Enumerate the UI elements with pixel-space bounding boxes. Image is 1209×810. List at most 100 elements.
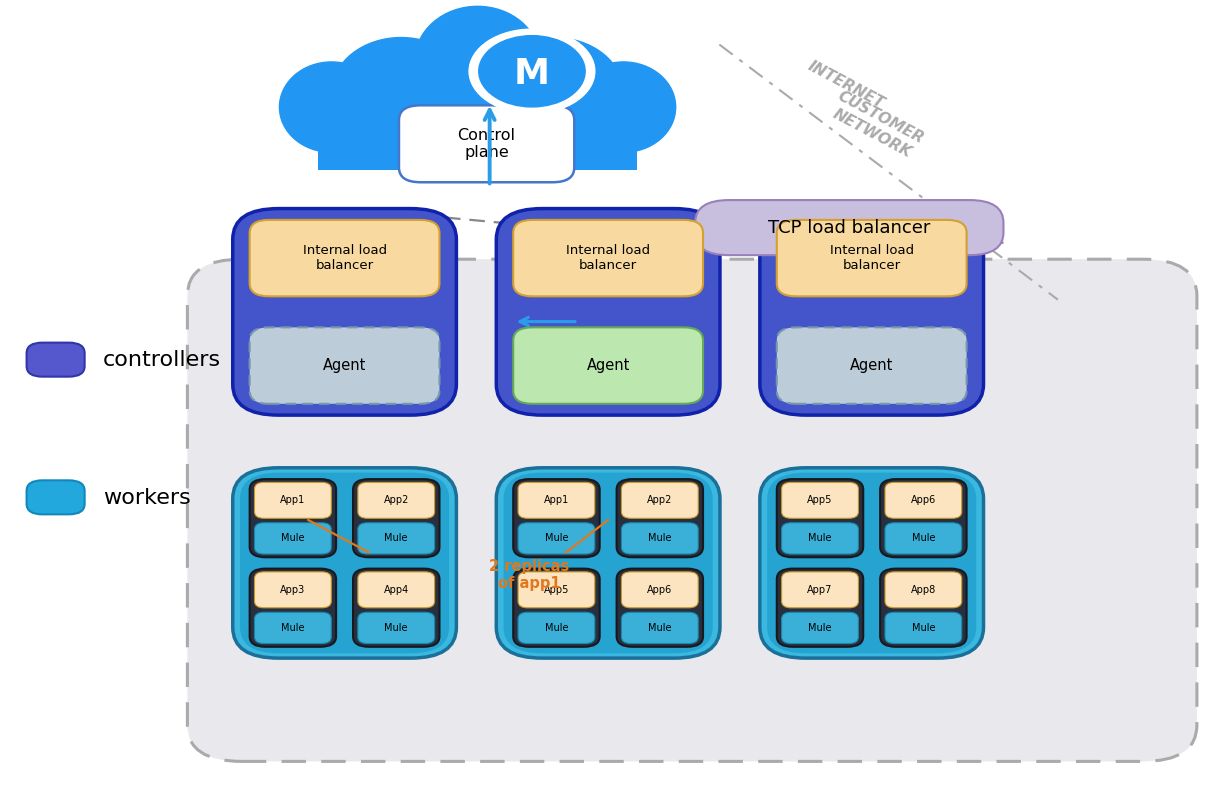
- FancyBboxPatch shape: [513, 327, 702, 404]
- Text: Internal load
balancer: Internal load balancer: [566, 244, 650, 272]
- Text: Mule: Mule: [912, 534, 935, 544]
- FancyBboxPatch shape: [232, 209, 456, 415]
- FancyBboxPatch shape: [27, 480, 85, 514]
- FancyBboxPatch shape: [621, 572, 698, 608]
- Text: Mule: Mule: [809, 623, 832, 633]
- FancyBboxPatch shape: [358, 522, 434, 554]
- Text: Mule: Mule: [648, 623, 671, 633]
- Text: App4: App4: [383, 585, 409, 595]
- FancyBboxPatch shape: [513, 569, 600, 646]
- FancyBboxPatch shape: [513, 220, 702, 296]
- Ellipse shape: [415, 6, 540, 115]
- FancyBboxPatch shape: [358, 572, 434, 608]
- FancyBboxPatch shape: [358, 483, 434, 518]
- FancyBboxPatch shape: [621, 612, 698, 643]
- FancyBboxPatch shape: [513, 480, 600, 557]
- Text: M: M: [514, 57, 550, 91]
- FancyBboxPatch shape: [759, 209, 983, 415]
- FancyBboxPatch shape: [695, 200, 1003, 255]
- Text: Mule: Mule: [648, 534, 671, 544]
- FancyBboxPatch shape: [27, 343, 85, 377]
- Ellipse shape: [279, 62, 383, 152]
- FancyBboxPatch shape: [249, 480, 336, 557]
- FancyBboxPatch shape: [399, 105, 574, 182]
- Text: App1: App1: [280, 496, 306, 505]
- FancyBboxPatch shape: [254, 612, 331, 643]
- Ellipse shape: [572, 62, 676, 152]
- Text: INTERNET: INTERNET: [805, 58, 887, 112]
- Text: Mule: Mule: [912, 623, 935, 633]
- FancyBboxPatch shape: [776, 220, 966, 296]
- FancyBboxPatch shape: [781, 612, 858, 643]
- FancyBboxPatch shape: [187, 259, 1197, 761]
- Text: App6: App6: [910, 496, 936, 505]
- Ellipse shape: [485, 37, 624, 149]
- FancyBboxPatch shape: [885, 572, 961, 608]
- FancyBboxPatch shape: [254, 483, 331, 518]
- FancyBboxPatch shape: [254, 572, 331, 608]
- FancyBboxPatch shape: [767, 473, 976, 653]
- Text: App8: App8: [910, 585, 936, 595]
- FancyBboxPatch shape: [776, 569, 863, 646]
- FancyBboxPatch shape: [517, 612, 595, 643]
- Text: Internal load
balancer: Internal load balancer: [302, 244, 387, 272]
- FancyBboxPatch shape: [318, 93, 637, 169]
- Ellipse shape: [363, 49, 592, 147]
- FancyBboxPatch shape: [880, 480, 966, 557]
- Text: Mule: Mule: [545, 534, 568, 544]
- FancyBboxPatch shape: [358, 612, 434, 643]
- FancyBboxPatch shape: [249, 220, 439, 296]
- FancyBboxPatch shape: [781, 483, 858, 518]
- Circle shape: [469, 29, 595, 113]
- FancyBboxPatch shape: [617, 480, 702, 557]
- Text: Mule: Mule: [384, 534, 407, 544]
- Text: Mule: Mule: [282, 534, 305, 544]
- Ellipse shape: [331, 37, 470, 149]
- Circle shape: [479, 36, 585, 107]
- FancyBboxPatch shape: [621, 522, 698, 554]
- Text: Mule: Mule: [545, 623, 568, 633]
- Text: Agent: Agent: [586, 358, 630, 373]
- FancyBboxPatch shape: [885, 483, 961, 518]
- FancyBboxPatch shape: [503, 473, 712, 653]
- FancyBboxPatch shape: [517, 522, 595, 554]
- FancyBboxPatch shape: [776, 480, 863, 557]
- FancyBboxPatch shape: [776, 327, 966, 404]
- Text: Mule: Mule: [282, 623, 305, 633]
- FancyBboxPatch shape: [781, 572, 858, 608]
- FancyBboxPatch shape: [885, 522, 961, 554]
- Text: Agent: Agent: [323, 358, 366, 373]
- Text: App2: App2: [647, 496, 672, 505]
- Text: App6: App6: [647, 585, 672, 595]
- FancyBboxPatch shape: [781, 522, 858, 554]
- FancyBboxPatch shape: [759, 468, 983, 658]
- Text: App2: App2: [383, 496, 409, 505]
- Text: Control
plane: Control plane: [458, 127, 515, 160]
- FancyBboxPatch shape: [232, 468, 456, 658]
- FancyBboxPatch shape: [517, 483, 595, 518]
- Text: 2 replicas
of app1: 2 replicas of app1: [490, 559, 569, 591]
- Text: controllers: controllers: [103, 351, 221, 370]
- FancyBboxPatch shape: [885, 612, 961, 643]
- Text: CUSTOMER
NETWORK: CUSTOMER NETWORK: [827, 89, 926, 162]
- Text: Agent: Agent: [850, 358, 893, 373]
- Text: App5: App5: [544, 585, 569, 595]
- FancyBboxPatch shape: [249, 569, 336, 646]
- Text: App5: App5: [808, 496, 833, 505]
- FancyBboxPatch shape: [880, 569, 966, 646]
- Text: App3: App3: [280, 585, 306, 595]
- FancyBboxPatch shape: [254, 522, 331, 554]
- FancyBboxPatch shape: [496, 468, 719, 658]
- FancyBboxPatch shape: [517, 572, 595, 608]
- FancyBboxPatch shape: [617, 569, 702, 646]
- FancyBboxPatch shape: [353, 480, 439, 557]
- FancyBboxPatch shape: [496, 209, 719, 415]
- Text: workers: workers: [103, 488, 191, 508]
- Text: Mule: Mule: [384, 623, 407, 633]
- Text: TCP load balancer: TCP load balancer: [768, 219, 931, 237]
- Text: Internal load
balancer: Internal load balancer: [829, 244, 914, 272]
- FancyBboxPatch shape: [621, 483, 698, 518]
- FancyBboxPatch shape: [249, 327, 439, 404]
- FancyBboxPatch shape: [353, 569, 439, 646]
- Text: App7: App7: [808, 585, 833, 595]
